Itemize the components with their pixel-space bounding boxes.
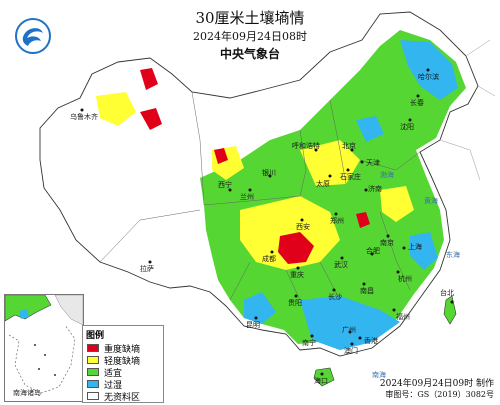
- place-label: 拉萨: [140, 265, 154, 273]
- region-wet-south: [300, 296, 400, 350]
- place-label: 呼和浩特: [292, 142, 320, 150]
- inset-label: 南海诸岛: [13, 389, 41, 397]
- map-approval-number: 审图号：GS（2019）3082号: [385, 390, 494, 399]
- region-wet-east: [410, 232, 438, 270]
- place-label: 南昌: [360, 287, 374, 295]
- region-severe-drought-xinjiang: [140, 68, 158, 90]
- legend-swatch: [87, 392, 99, 400]
- region-light-drought-east: [380, 186, 414, 222]
- place-label: 长春: [410, 99, 424, 107]
- place-label: 济南: [368, 185, 382, 193]
- place-label: 兰州: [240, 193, 254, 201]
- south-china-sea-inset: 南海诸岛: [4, 294, 84, 402]
- place-label: 广州: [342, 326, 356, 334]
- legend-label: 适宜: [104, 368, 123, 379]
- place-label: 乌鲁木齐: [70, 113, 98, 121]
- place-label: 海口: [314, 377, 328, 385]
- place-label: 合肥: [366, 247, 380, 255]
- legend-item-light-drought: 轻度缺墒: [87, 354, 163, 367]
- place-label: 天津: [366, 159, 380, 167]
- place-label: 南宁: [302, 339, 316, 347]
- sea-label: 渤海: [380, 171, 394, 179]
- map-legend: 图例 重度缺墒 轻度缺墒 适宜 过湿 无资料区: [82, 325, 164, 403]
- region-light-drought-northwest: [96, 92, 136, 126]
- map-title: 30厘米土壤墒情: [195, 9, 305, 27]
- region-severe-drought-east: [356, 212, 370, 228]
- city-markers: [80, 68, 454, 376]
- place-label: 澳门: [344, 347, 358, 355]
- place-label: 西安: [296, 223, 310, 231]
- legend-label: 过湿: [104, 380, 123, 391]
- sea-label: 南海: [372, 371, 386, 379]
- place-label: 贵阳: [288, 299, 302, 307]
- hainan-island: [313, 367, 335, 387]
- place-label: 沈阳: [400, 123, 414, 131]
- place-label: 昆明: [246, 321, 260, 329]
- cma-logo-icon: [15, 18, 51, 54]
- neighbor-borders: [439, 39, 496, 181]
- place-label: 重庆: [290, 271, 304, 279]
- place-label: 银川: [262, 169, 276, 177]
- place-label: 西宁: [218, 181, 232, 189]
- production-time: 2024年09月24日09时 制作: [379, 379, 494, 389]
- place-label: 北京: [342, 142, 356, 150]
- region-appropriate: [200, 30, 466, 350]
- place-label: 台北: [440, 289, 454, 297]
- legend-label: 轻度缺墒: [104, 356, 141, 367]
- legend-swatch: [87, 380, 99, 388]
- region-severe-drought-xinjiang2: [140, 108, 162, 130]
- legend-swatch: [87, 368, 99, 376]
- legend-label: 无资料区: [104, 392, 141, 403]
- legend-item-appropriate: 适宜: [87, 366, 163, 379]
- place-label: 太原: [316, 180, 330, 188]
- region-wet-north: [356, 116, 384, 142]
- inset-map: [5, 295, 83, 394]
- place-label: 上海: [408, 243, 422, 251]
- map-agency: 中央气象台: [219, 47, 280, 61]
- legend-item-wet: 过湿: [87, 378, 163, 391]
- region-light-drought-center: [240, 196, 340, 270]
- legend-title: 图例: [86, 331, 105, 341]
- place-label: 福州: [396, 313, 410, 321]
- legend-item-no-data: 无资料区: [87, 390, 163, 403]
- legend-item-severe-drought: 重度缺墒: [87, 342, 163, 355]
- legend-label: 重度缺墒: [104, 344, 141, 355]
- region-light-drought-north: [300, 140, 360, 186]
- region-severe-drought-west: [214, 148, 228, 164]
- place-label: 武汉: [334, 261, 348, 269]
- place-label: 杭州: [398, 275, 412, 283]
- place-label: 香港: [364, 337, 378, 345]
- legend-swatch: [87, 356, 99, 364]
- taiwan-island: [443, 295, 457, 325]
- place-label: 石家庄: [340, 173, 361, 181]
- place-label: 郑州: [330, 217, 344, 225]
- sea-label: 东海: [446, 251, 460, 259]
- region-wet-southwest: [244, 292, 276, 324]
- legend-swatch: [87, 344, 99, 352]
- place-label: 哈尔滨: [418, 73, 439, 81]
- region-severe-drought-sichuan: [278, 232, 314, 264]
- sea-label: 黄海: [424, 197, 438, 205]
- place-label: 长沙: [328, 293, 342, 301]
- province-boundaries: [99, 91, 421, 301]
- place-label: 南京: [380, 239, 394, 247]
- map-datetime: 2024年09月24日08时: [193, 30, 307, 43]
- place-label: 成都: [262, 255, 276, 263]
